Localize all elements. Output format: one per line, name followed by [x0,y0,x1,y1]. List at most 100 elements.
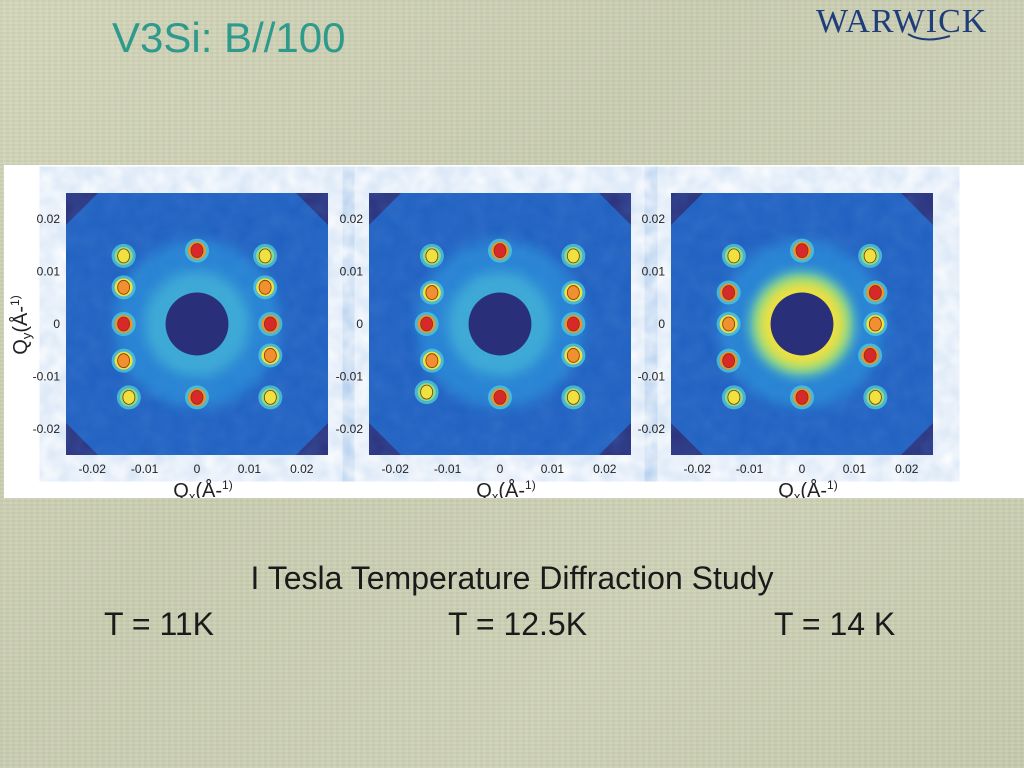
peak-core [868,316,882,332]
y-tick-label: 0.02 [642,212,666,226]
warwick-logo: WARWICK [816,3,987,41]
beam-stop [770,292,834,356]
peak-core [795,389,809,405]
x-tick-label: 0 [497,462,504,476]
y-tick-label: 0 [658,317,665,331]
peak-core [868,389,882,405]
bragg-peak [488,238,512,263]
peak-core [258,279,272,295]
x-tick-label: 0.02 [290,462,314,476]
peak-core [263,389,277,405]
y-tick-label: 0.02 [340,212,364,226]
y-tick-label: 0.02 [37,212,61,226]
bragg-peak [488,385,512,410]
y-tick-label: 0 [356,317,363,331]
x-tick-label: -0.01 [434,462,462,476]
peak-core [122,389,136,405]
y-tick-label: -0.02 [33,422,61,436]
bragg-peak [863,280,888,305]
y-axis-label: Qy(Å-1) [8,295,34,354]
peak-core [258,248,272,264]
y-tick-label: 0.01 [642,265,666,279]
peak-core [566,389,580,405]
bragg-peak [414,312,439,336]
x-tick-label: -0.02 [684,462,712,476]
peak-core [727,248,741,264]
bragg-peak [858,243,883,268]
peak-core [425,353,439,369]
bragg-peak [419,348,444,373]
bragg-peak [111,312,136,336]
peak-core [263,348,277,363]
peak-core [722,316,736,332]
bragg-peak [561,243,586,268]
bragg-peak [116,385,141,410]
heatmap-panel-3: 0.02 0.01 0 -0.01 -0.02 -0.02 -0.01 0 0.01 0.02 Qx… [638,193,933,504]
peak-core [566,248,580,264]
y-tick-label: 0.01 [340,265,364,279]
peak-core [117,279,131,295]
bragg-peak [253,243,278,268]
x-tick-label: -0.01 [131,462,159,476]
peak-core [722,285,736,300]
y-tick-label: -0.01 [33,369,61,383]
peak-core [117,316,131,332]
peak-core [863,348,877,363]
bragg-peak [716,312,741,336]
bragg-peak [716,348,741,373]
svg-text:WARWICK: WARWICK [816,3,987,40]
x-axis-label: Qx(Å-1) [778,478,837,498]
beam-stop [468,292,532,356]
bragg-peak [419,280,444,305]
peak-core [425,248,439,264]
bragg-peak [111,275,136,300]
bragg-peak [561,312,586,336]
bragg-peak [858,343,883,368]
peak-core [117,353,131,369]
peak-core [420,384,434,400]
x-tick-label: 0.01 [238,462,262,476]
x-axis-label: Qx(Å-1) [476,478,535,498]
y-tick-label: -0.02 [336,422,364,436]
x-tick-label: 0.02 [895,462,919,476]
bragg-peak [561,385,586,410]
peak-core [425,285,439,300]
bragg-peak [253,275,278,300]
peak-core [566,316,580,332]
peak-core [190,243,204,259]
y-tick-label: 0 [53,317,60,331]
peak-core [493,243,507,259]
bragg-peak [716,280,741,305]
peak-core [190,389,204,405]
temperature-label-3: T = 14 K [774,606,896,642]
x-tick-label: 0.01 [843,462,867,476]
bragg-peak [561,343,586,368]
bragg-peak [863,312,888,336]
y-tick-label: -0.01 [638,369,666,383]
bragg-peak [111,243,136,268]
peak-core [795,243,809,259]
temperature-label-2: T = 12.5K [448,606,588,642]
y-tick-label: -0.02 [638,422,666,436]
beam-stop [165,292,229,356]
x-tick-label: -0.01 [736,462,764,476]
peak-core [868,285,882,300]
x-axis-label: Qx(Å-1) [173,478,232,498]
heatmap-panel-2: 0.02 0.01 0 -0.01 -0.02 -0.02 -0.01 0 0.01 0.02 Qx… [336,193,631,504]
peak-core [117,248,131,264]
bragg-peak [721,385,746,410]
x-tick-label: 0.02 [593,462,617,476]
diffraction-figure-svg: 0.02 0.01 0 -0.01 -0.02 -0.02 -0.01 0 0.01 0.02 Qx… [8,193,933,504]
bragg-peak [419,243,444,268]
bragg-peak [258,385,283,410]
temperature-label-1: T = 11K [104,606,214,642]
x-tick-label: 0 [799,462,806,476]
bragg-peak [790,385,814,410]
bragg-peak [561,280,586,305]
peak-core [263,316,277,332]
x-tick-label: 0.01 [541,462,565,476]
peak-core [722,353,736,369]
bragg-peak [258,343,283,368]
bragg-peak [790,238,814,263]
bragg-peak [863,385,888,410]
